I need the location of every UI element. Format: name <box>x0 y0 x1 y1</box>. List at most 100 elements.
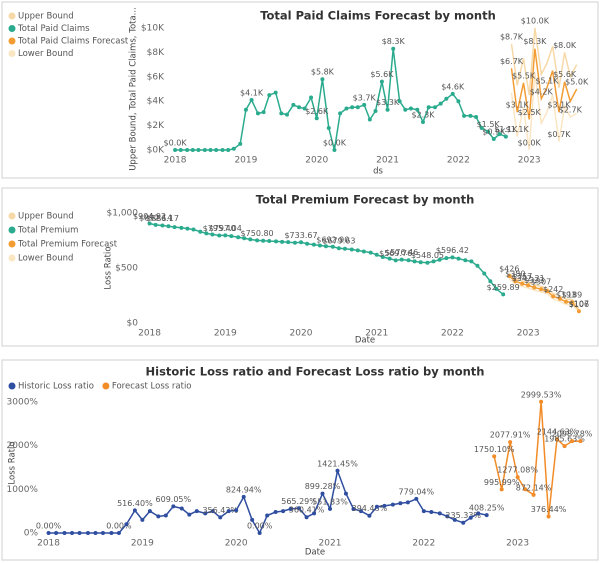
data-point <box>223 233 228 238</box>
data-point <box>426 105 431 110</box>
data-point <box>456 256 461 261</box>
data-point <box>132 508 137 513</box>
data-label: $4.2K <box>530 87 554 96</box>
data-label: $5.5K <box>512 71 536 80</box>
data-label: $4.6K <box>441 82 465 91</box>
x-tick-label: 2023 <box>518 156 541 166</box>
data-point <box>255 111 260 116</box>
data-point <box>179 506 184 511</box>
data-label: 0.00% <box>36 522 62 531</box>
data-point <box>191 227 196 232</box>
data-point <box>385 107 390 112</box>
data-point <box>379 79 384 84</box>
data-label: $3.1K <box>547 101 571 110</box>
series-line <box>510 27 578 96</box>
data-point <box>231 146 236 151</box>
y-axis-label: Upper Bound, Total Paid Claims, Tota... <box>129 7 139 171</box>
x-tick-label: 2022 <box>412 539 435 549</box>
data-point <box>390 502 395 507</box>
legend-label: Total Premium <box>17 226 78 236</box>
data-point <box>425 260 430 265</box>
data-label: 1985.63% <box>544 435 585 444</box>
data-point <box>267 93 272 98</box>
data-point <box>444 256 449 261</box>
data-label: $342.21 <box>512 274 545 283</box>
x-tick-label: 2020 <box>290 329 313 339</box>
data-point <box>406 258 411 263</box>
data-label: 394.48% <box>352 504 388 513</box>
data-point <box>468 113 473 118</box>
x-tick-label: 2020 <box>225 539 248 549</box>
data-point <box>93 531 98 535</box>
data-label: 0.00% <box>247 522 273 531</box>
data-point <box>291 102 296 107</box>
data-label: $5.8K <box>311 68 335 77</box>
data-point <box>462 113 467 118</box>
legend-marker <box>8 50 16 57</box>
data-point <box>54 531 59 535</box>
legend-marker <box>102 382 110 390</box>
data-label: 565.29% <box>281 497 317 506</box>
data-point <box>77 531 82 535</box>
data-label: $107 <box>569 300 589 309</box>
data-label: $357 <box>512 272 532 281</box>
y-tick-label: $10K <box>141 24 165 34</box>
data-point <box>437 511 442 516</box>
data-point <box>499 487 504 492</box>
data-point <box>179 225 184 230</box>
data-point <box>185 148 190 152</box>
data-label: 2999.53% <box>521 390 562 399</box>
data-point <box>312 511 317 516</box>
data-point <box>241 494 246 499</box>
data-point <box>562 444 567 449</box>
data-label: $5.0K <box>565 78 589 87</box>
data-point <box>355 105 360 110</box>
x-tick-label: 2022 <box>447 156 470 166</box>
data-label: 1277.08% <box>497 466 538 475</box>
data-label: $1.1K <box>506 125 530 134</box>
data-point <box>85 531 90 535</box>
data-point <box>62 531 67 535</box>
data-label: $5.6K <box>370 70 394 79</box>
data-point <box>412 259 417 264</box>
x-tick-label: 2023 <box>517 329 540 339</box>
data-point <box>397 99 402 104</box>
data-point <box>576 309 581 314</box>
chart-title: Historic Loss ratio and Forecast Loss ra… <box>146 365 485 379</box>
data-label: $2.7K <box>559 106 583 115</box>
panel <box>1 187 599 347</box>
data-label: $733.67 <box>284 231 317 240</box>
data-point <box>100 531 105 535</box>
data-label: $795.40 <box>203 224 236 233</box>
data-point <box>273 510 278 514</box>
data-point <box>320 77 325 82</box>
data-point <box>255 238 260 243</box>
data-point <box>314 116 319 121</box>
data-point <box>450 255 455 260</box>
data-label: $2.6K <box>305 107 329 116</box>
data-label: $10.0K <box>521 17 550 26</box>
data-point <box>286 240 291 245</box>
y-tick-label: 0% <box>24 529 39 539</box>
data-point <box>171 504 176 509</box>
data-point <box>338 111 343 116</box>
x-tick-label: 2019 <box>234 156 257 166</box>
data-point <box>362 102 367 107</box>
data-label: 1750.10% <box>474 445 515 454</box>
chart-title: Total Paid Claims Forecast by month <box>260 9 496 23</box>
data-label: $892.14 <box>139 213 172 222</box>
data-label: 2098.78% <box>552 430 593 439</box>
data-point <box>431 259 436 264</box>
data-point <box>445 514 450 519</box>
series-line <box>508 272 580 309</box>
data-label: 235.33% <box>445 511 481 520</box>
data-point <box>344 106 349 111</box>
data-point <box>342 246 347 251</box>
data-point <box>497 132 502 137</box>
data-point <box>351 506 356 511</box>
data-label: $692.90 <box>316 235 349 244</box>
legend-label: Total Premium Forecast <box>17 240 118 250</box>
data-point <box>311 242 316 247</box>
data-point <box>140 517 145 522</box>
data-label: $2.3K <box>411 110 435 119</box>
